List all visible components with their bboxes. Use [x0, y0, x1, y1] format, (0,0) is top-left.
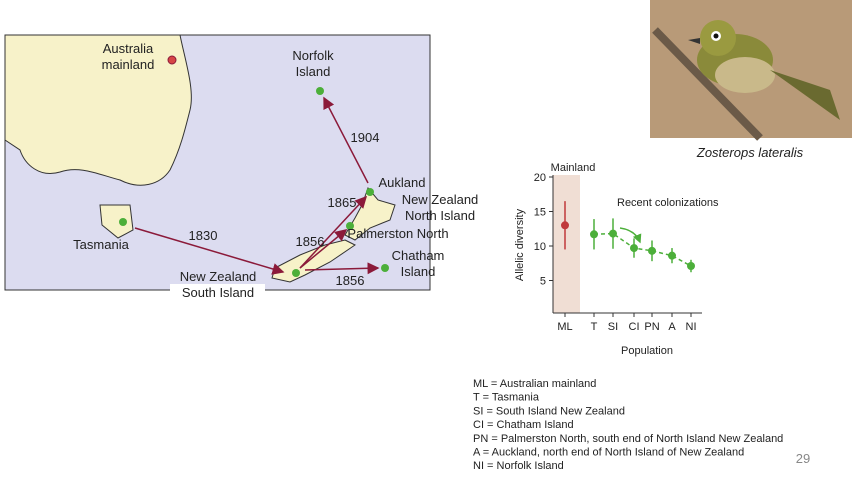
y-tick-label: 10 — [534, 241, 546, 253]
map-label: 1856 — [336, 273, 365, 288]
photo-caption: Zosterops lateralis — [696, 145, 804, 160]
north-island — [344, 187, 396, 241]
x-tick-label: A — [668, 321, 676, 333]
x-tick-label: PN — [644, 321, 659, 333]
map-label: Chatham — [392, 248, 445, 263]
x-tick-label: T — [591, 321, 598, 333]
region-label: Mainland — [551, 162, 596, 174]
trend-line — [593, 232, 692, 267]
x-tick-label: NI — [686, 321, 697, 333]
key-line: T = Tasmania — [473, 392, 540, 404]
point — [590, 230, 598, 239]
key-line: CI = Chatham Island — [473, 419, 574, 431]
y-tick-label: 5 — [540, 276, 546, 288]
map-label: 1865 — [328, 195, 357, 210]
map-label: 1830 — [189, 228, 218, 243]
key-line: PN = Palmerston North, south end of Nort… — [473, 433, 783, 445]
tasmania — [99, 204, 134, 239]
map-label: South Island — [182, 285, 254, 300]
routes — [134, 96, 380, 275]
y-tick-label: 20 — [534, 172, 546, 184]
australia — [4, 34, 192, 186]
point — [609, 229, 617, 238]
map-label: North Island — [405, 208, 475, 223]
point — [668, 251, 676, 260]
sites — [119, 55, 389, 277]
map-label: Island — [401, 264, 436, 279]
map-label: Australia — [103, 41, 154, 56]
map-label: Tasmania — [73, 237, 129, 252]
key-line: ML = Australian mainland — [473, 378, 596, 390]
map-labels: AustraliamainlandNorfolkIsland1904Auklan… — [73, 41, 478, 300]
key-line: SI = South Island New Zealand — [473, 405, 625, 417]
y-axis-label: Allelic diversity — [514, 208, 526, 281]
map-label: 1904 — [351, 130, 380, 145]
photo: Zosterops lateralis — [650, 0, 852, 160]
slide-number: 29 — [796, 451, 810, 466]
map-label: 1856 — [296, 234, 325, 249]
map-label: New Zealand — [402, 192, 479, 207]
mainland-region — [553, 175, 580, 313]
point — [561, 221, 569, 230]
x-tick-label: CI — [629, 321, 640, 333]
point — [687, 262, 695, 271]
chart: Mainland Recent colonizations Population… — [514, 162, 719, 357]
annotation-arrow — [619, 227, 642, 244]
y-tick-label: 15 — [534, 207, 546, 219]
x-tick-label: ML — [557, 321, 572, 333]
map: AustraliamainlandNorfolkIsland1904Auklan… — [4, 34, 478, 304]
x-tick-label: SI — [608, 321, 618, 333]
point — [648, 246, 656, 255]
x-axis-label: Population — [621, 345, 673, 357]
map-label: New Zealand — [180, 269, 257, 284]
map-label: Aukland — [379, 175, 426, 190]
map-label: mainland — [102, 57, 155, 72]
point — [630, 244, 638, 253]
annotation: Recent colonizations — [617, 197, 719, 209]
map-label: Island — [296, 64, 331, 79]
key-line: A = Auckland, north end of North Island … — [473, 447, 744, 459]
map-label: Palmerston North — [347, 226, 448, 241]
map-label: Norfolk — [292, 48, 334, 63]
key-line: NI = Norfolk Island — [473, 460, 564, 472]
